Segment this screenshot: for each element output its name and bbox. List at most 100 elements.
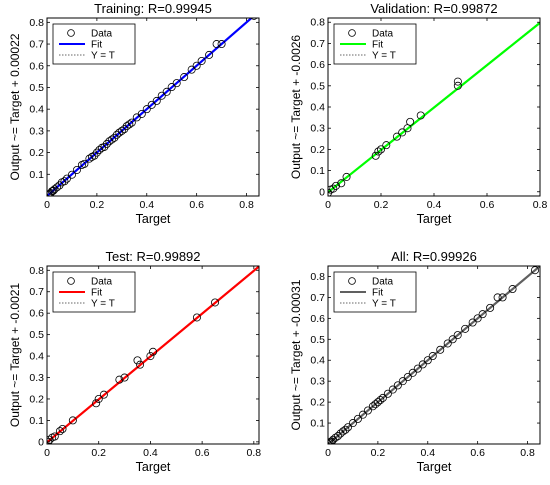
data-point <box>363 406 372 415</box>
data-point <box>120 125 129 134</box>
x-tick-label: 0.4 <box>139 199 154 211</box>
data-point <box>107 135 116 144</box>
x-tick-label: 0 <box>325 447 331 459</box>
data-point <box>180 73 189 82</box>
data-point <box>531 266 540 275</box>
data-point <box>67 170 76 179</box>
data-point <box>453 81 462 90</box>
fit-line <box>47 266 259 444</box>
x-axis-label: Target <box>417 460 452 474</box>
data-point <box>205 50 214 59</box>
y-tick-label: 0.8 <box>29 17 44 29</box>
data-point <box>127 118 136 127</box>
data-point <box>416 111 425 120</box>
data-point <box>136 360 145 369</box>
data-point <box>197 56 206 65</box>
x-tick-label: 0.6 <box>480 199 495 211</box>
legend-marker-data <box>67 277 75 285</box>
legend-marker-data <box>348 29 356 37</box>
y-tick-label: 0.3 <box>310 123 325 135</box>
panel-2: Validation: R=0.99872 0 0.2 0.4 0.6 0.8 0 0.1 0.… <box>289 1 547 226</box>
x-tick-label: 0.6 <box>195 447 210 459</box>
y-tick-label: 0.4 <box>310 102 325 114</box>
data-point <box>393 381 402 390</box>
data-point <box>336 429 345 438</box>
data-point <box>341 425 350 434</box>
data-point <box>90 151 99 160</box>
data-point <box>373 398 382 407</box>
legend-entry: Fit <box>372 40 383 51</box>
legend-entry: Fit <box>372 288 383 299</box>
plot-content <box>328 266 540 444</box>
data-point <box>68 416 77 425</box>
data-point <box>192 313 201 322</box>
y-tick-label: 0.2 <box>310 144 325 156</box>
data-point <box>162 87 171 96</box>
x-tick-label: 0.2 <box>374 199 389 211</box>
data-point <box>413 364 422 373</box>
data-point <box>328 435 337 444</box>
data-point <box>376 145 385 154</box>
data-point <box>120 373 129 382</box>
plot-content <box>328 21 540 196</box>
data-point <box>152 96 161 105</box>
data-point <box>117 126 126 135</box>
data-point <box>383 389 392 398</box>
y-axis-label: Output ~= Target + -0.00031 <box>289 279 303 430</box>
x-tick-label: 0.8 <box>520 447 535 459</box>
data-point <box>376 396 385 405</box>
data-point <box>371 151 380 160</box>
y-tick-label: 0.3 <box>310 376 325 388</box>
y-tick-label: 0.5 <box>310 80 325 92</box>
x-tick-label: 0.8 <box>239 199 254 211</box>
y-tick-label: 0.6 <box>29 308 44 320</box>
data-point <box>187 65 196 74</box>
y-tick-label: 0.5 <box>29 329 44 341</box>
data-point <box>133 356 142 365</box>
data-point <box>331 181 340 190</box>
y-axis-label: Output ~= Target + -0.0026 <box>289 35 303 180</box>
y-tick-label: 0.4 <box>29 351 44 363</box>
data-point <box>112 130 121 139</box>
legend-entry: Y = T <box>91 299 115 310</box>
legend-entry: Data <box>91 29 113 40</box>
chart-title: All: R=0.99926 <box>391 249 477 264</box>
data-point <box>102 139 111 148</box>
y-tick-label: 0.7 <box>310 38 325 50</box>
plot-content <box>47 18 258 196</box>
panel-1: Training: R=0.99945 0 0.2 0.4 0.6 0.8 0.1 0.2 0.… <box>8 1 260 226</box>
y-tick-label: 0.4 <box>29 104 44 116</box>
x-tick-label: 0.8 <box>533 199 548 211</box>
data-point <box>331 433 340 442</box>
fit-line <box>328 266 540 444</box>
data-point <box>100 142 109 151</box>
data-point <box>52 183 61 192</box>
data-point <box>211 298 220 307</box>
x-axis-label: Target <box>136 460 171 474</box>
data-point <box>99 390 108 399</box>
data-point <box>55 181 64 190</box>
data-point <box>172 79 181 88</box>
x-tick-label: 0.8 <box>247 447 262 459</box>
y-axis-label: Output ~= Target + 0.00022 <box>8 33 22 180</box>
y-tick-label: 0.8 <box>29 265 44 277</box>
data-point <box>461 324 470 333</box>
data-point <box>368 402 377 411</box>
data-point <box>125 120 134 129</box>
data-point <box>418 360 427 369</box>
x-tick-label: 0 <box>44 199 50 211</box>
data-point <box>80 159 89 168</box>
legend-entry: Data <box>91 277 113 288</box>
panel-4: All: R=0.99926 0 0.2 0.4 0.6 0.8 0.1 0.2 0.3 0.4 0… <box>289 249 541 474</box>
x-tick-label: 0.4 <box>143 447 158 459</box>
data-point <box>436 345 445 354</box>
x-tick-label: 0 <box>325 199 331 211</box>
data-point <box>478 310 487 319</box>
data-point <box>382 141 391 150</box>
data-point <box>443 339 452 348</box>
y-axis-label: Output ~= Target + -0.0021 <box>8 283 22 428</box>
data-point <box>62 174 71 183</box>
